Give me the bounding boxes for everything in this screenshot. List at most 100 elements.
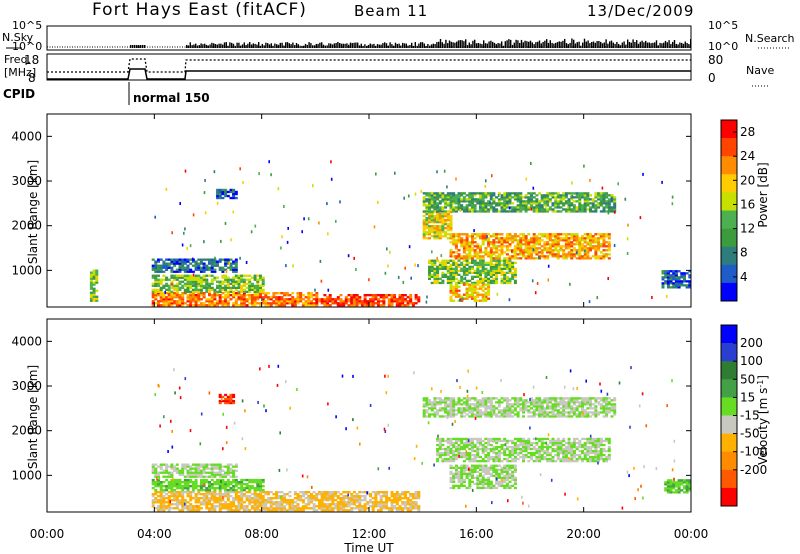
heatmap-cell bbox=[379, 294, 383, 297]
heatmap-cell bbox=[186, 505, 190, 508]
heatmap-cell bbox=[194, 274, 198, 277]
heatmap-cell bbox=[202, 499, 206, 502]
heatmap-cell bbox=[205, 499, 209, 502]
heatmap-cell bbox=[173, 507, 177, 510]
heatmap-cell bbox=[591, 206, 595, 209]
heatmap-cell bbox=[465, 293, 469, 296]
heatmap-cell bbox=[462, 403, 466, 406]
nsky-bar bbox=[254, 43, 256, 48]
heatmap-cell bbox=[181, 463, 185, 466]
heatmap-cell bbox=[581, 239, 584, 242]
heatmap-cell bbox=[175, 478, 179, 482]
heatmap-cell bbox=[473, 275, 477, 278]
heatmap-cell bbox=[199, 471, 203, 474]
heatmap-cell bbox=[519, 206, 523, 209]
nsky-bar bbox=[531, 42, 533, 48]
heatmap-cell bbox=[89, 271, 93, 274]
heatmap-cell bbox=[208, 292, 211, 295]
heatmap-cell bbox=[554, 413, 558, 416]
heatmap-cell bbox=[328, 499, 332, 502]
heatmap-cell bbox=[173, 495, 177, 498]
heatmap-cell bbox=[414, 493, 418, 496]
heatmap-cell bbox=[599, 257, 603, 260]
heatmap-cell bbox=[248, 282, 252, 285]
heatmap-cell bbox=[256, 280, 260, 283]
heatmap-cell bbox=[613, 196, 617, 199]
heatmap-cell bbox=[159, 485, 163, 488]
heatmap-cell bbox=[594, 411, 598, 414]
heatmap-cell bbox=[446, 225, 450, 228]
nsky-bar bbox=[423, 43, 425, 48]
heatmap-cell bbox=[159, 495, 163, 498]
heatmap-cell bbox=[570, 401, 574, 404]
heatmap-cell bbox=[157, 495, 160, 498]
heatmap-cell bbox=[197, 304, 201, 307]
heatmap-cell bbox=[505, 204, 509, 207]
heatmap-cell bbox=[199, 280, 203, 283]
heatmap-cell bbox=[556, 253, 560, 256]
heatmap-cell bbox=[460, 299, 464, 302]
heatmap-cell bbox=[436, 229, 440, 232]
colorbar-segment bbox=[721, 246, 737, 266]
heatmap-cell bbox=[186, 300, 190, 303]
heatmap-cell bbox=[489, 401, 493, 404]
heatmap-cell bbox=[433, 217, 437, 220]
heatmap-cell bbox=[505, 281, 509, 285]
nsky-bar bbox=[342, 43, 344, 48]
heatmap-cell bbox=[564, 208, 568, 211]
heatmap-cell bbox=[259, 296, 262, 299]
heatmap-cell bbox=[438, 443, 442, 447]
heatmap-cell bbox=[508, 245, 512, 248]
heatmap-cell bbox=[457, 255, 461, 258]
heatmap-cell bbox=[438, 217, 442, 220]
heatmap-cell bbox=[272, 302, 276, 305]
heatmap-cell bbox=[436, 271, 440, 274]
heatmap-cell bbox=[519, 399, 523, 402]
heatmap-cell bbox=[296, 296, 300, 299]
heatmap-cell bbox=[208, 282, 211, 285]
nave-label: Nave bbox=[746, 64, 774, 77]
heatmap-cell bbox=[151, 264, 155, 267]
heatmap-cell bbox=[229, 190, 233, 194]
heatmap-cell bbox=[484, 233, 488, 236]
heatmap-cell bbox=[513, 249, 517, 252]
heatmap-cell bbox=[497, 245, 501, 248]
heatmap-cell bbox=[513, 397, 517, 400]
heatmap-cell bbox=[602, 407, 606, 410]
heatmap-cell bbox=[583, 399, 587, 402]
heatmap-cell bbox=[224, 495, 228, 498]
heatmap-cell bbox=[151, 493, 155, 496]
nsky-bar bbox=[591, 42, 593, 48]
heatmap-cell bbox=[264, 302, 268, 305]
heatmap-cell bbox=[234, 495, 238, 498]
heatmap-cell bbox=[181, 243, 184, 247]
heatmap-cell bbox=[492, 233, 496, 236]
heatmap-cell bbox=[479, 413, 482, 416]
heatmap-cell bbox=[452, 200, 456, 203]
heatmap-cell bbox=[189, 467, 193, 470]
heatmap-cell bbox=[425, 208, 429, 211]
heatmap-cell bbox=[487, 208, 491, 211]
heatmap-cell bbox=[358, 491, 362, 494]
heatmap-cell bbox=[242, 304, 246, 307]
heatmap-cell bbox=[291, 505, 295, 508]
heatmap-cell bbox=[267, 507, 270, 510]
heatmap-cell bbox=[165, 471, 169, 474]
heatmap-cell bbox=[452, 239, 456, 242]
heatmap-cell bbox=[379, 501, 383, 504]
heatmap-cell bbox=[151, 471, 155, 474]
heatmap-cell bbox=[468, 295, 472, 298]
heatmap-cell bbox=[285, 302, 289, 305]
heatmap-cell bbox=[269, 296, 273, 299]
heatmap-cell bbox=[267, 509, 270, 512]
heatmap-cell bbox=[508, 265, 512, 268]
heatmap-cell bbox=[473, 208, 477, 211]
heatmap-cell bbox=[178, 473, 182, 476]
heatmap-cell bbox=[605, 399, 609, 402]
heatmap-cell bbox=[669, 278, 673, 281]
heatmap-cell bbox=[237, 292, 241, 295]
heatmap-cell bbox=[208, 294, 211, 297]
heatmap-cell bbox=[253, 294, 257, 297]
heatmap-cell bbox=[213, 298, 217, 301]
heatmap-cell bbox=[234, 264, 238, 267]
